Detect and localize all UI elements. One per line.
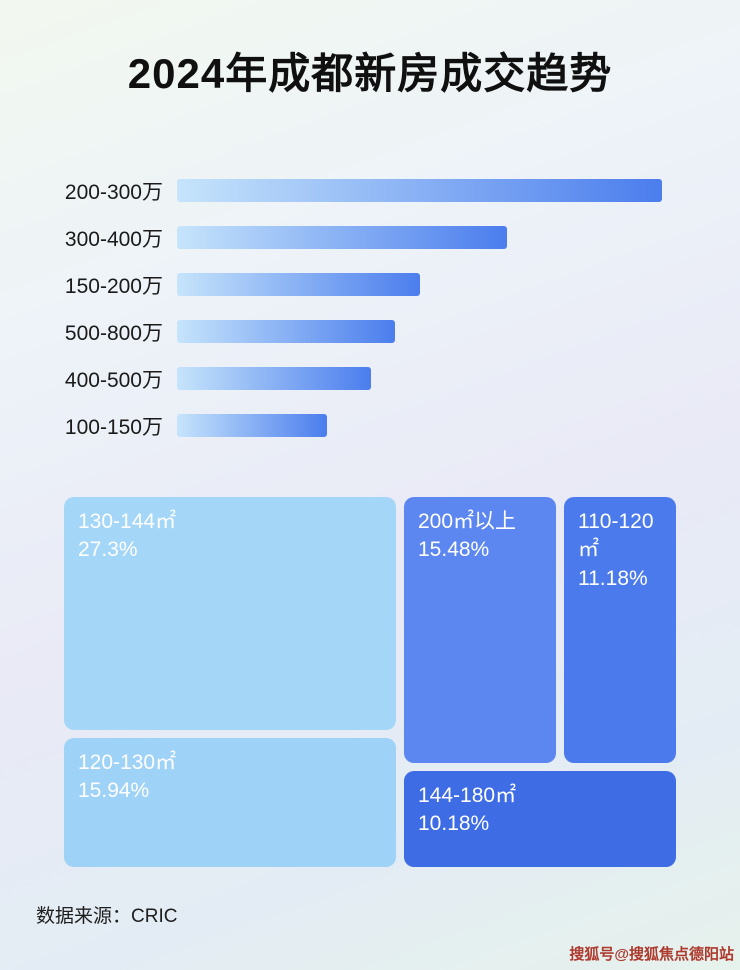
bar-category-label: 100-150万	[64, 415, 163, 439]
treemap-label: 130-144㎡	[78, 510, 177, 533]
treemap-label: 110-120㎡	[578, 510, 654, 562]
treemap-label: 120-130㎡	[78, 751, 177, 774]
treemap-block-110-120: 110-120㎡ 11.18%	[564, 497, 676, 763]
bar-track	[177, 320, 662, 343]
bar-fill	[177, 320, 396, 343]
bar-fill	[177, 179, 662, 202]
bar-fill	[177, 367, 371, 390]
treemap-block-200-plus: 200㎡以上 15.48%	[404, 497, 556, 763]
bar-track	[177, 367, 662, 390]
bar-fill	[177, 226, 507, 249]
treemap-block-120-130: 120-130㎡ 15.94%	[64, 738, 396, 867]
bar-category-label: 300-400万	[64, 227, 163, 251]
bar-row: 200-300万	[55, 179, 662, 204]
page-title: 2024年成都新房成交趋势	[127, 50, 613, 97]
bar-row: 300-400万	[55, 226, 662, 251]
bar-row: 500-800万	[55, 320, 662, 345]
bar-fill	[177, 273, 420, 296]
bar-category-label: 200-300万	[64, 180, 163, 204]
bar-category-label: 150-200万	[64, 274, 163, 298]
treemap-value: 15.48%	[418, 538, 490, 562]
bar-row: 400-500万	[55, 367, 662, 392]
bar-track	[177, 226, 662, 249]
price-range-bar-chart: 200-300万 300-400万 150-200万 500-800万 400-500万…	[55, 179, 662, 439]
bar-category-label: 500-800万	[64, 321, 163, 345]
treemap-label: 144-180㎡	[418, 784, 517, 807]
treemap-value: 11.18%	[578, 566, 648, 590]
bar-category-label: 400-500万	[64, 368, 163, 392]
bar-track	[177, 179, 662, 202]
bar-track	[177, 273, 662, 296]
area-share-treemap: 130-144㎡ 27.3% 120-130㎡ 15.94% 200㎡以上 15…	[64, 497, 676, 867]
treemap-block-130-144: 130-144㎡ 27.3%	[64, 497, 396, 730]
bar-fill	[177, 414, 328, 437]
data-source-note: 数据来源：CRIC	[36, 906, 178, 927]
treemap-value: 15.94%	[78, 779, 150, 803]
bar-row: 150-200万	[55, 273, 662, 298]
treemap-value: 10.18%	[418, 812, 490, 836]
treemap-value: 27.3%	[78, 538, 138, 562]
treemap-label: 200㎡以上	[418, 510, 517, 533]
treemap-block-144-180: 144-180㎡ 10.18%	[404, 771, 676, 867]
watermark-text: 搜狐号@搜狐焦点德阳站	[569, 946, 734, 963]
bar-row: 100-150万	[55, 414, 662, 439]
bar-track	[177, 414, 662, 437]
